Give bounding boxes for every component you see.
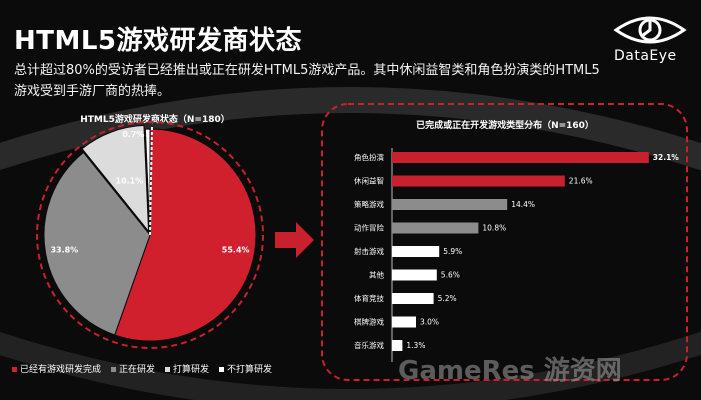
legend-label-2: 正在研发: [119, 365, 156, 375]
legend-swatch-1: [12, 367, 17, 372]
page-subtitle: 总计超过80%的受访者已经推出或正在研发HTML5游戏产品。其中休闲益智类和角色…: [14, 63, 600, 99]
bar-category-2: 休闲益智: [354, 176, 384, 186]
bar-value-label-1: 32.1%: [653, 153, 680, 162]
bar-value-label-3: 14.4%: [511, 200, 535, 209]
bar-value-label-4: 10.8%: [482, 224, 506, 233]
bar-category-1: 角色扮演: [354, 152, 384, 162]
pie-legend: 已经有游戏研发完成 正在研发 打算研发 不打算研发: [12, 362, 282, 375]
legend-item-3: 打算研发: [165, 365, 209, 375]
dataeye-logo-icon: [613, 16, 687, 44]
pie-chart-title: HTML5游戏研发商状态（N=180）: [80, 115, 230, 125]
pie-label-4: 0.7%: [122, 130, 144, 139]
watermark: GameRes 游资网: [398, 356, 622, 386]
bar-4: [392, 222, 479, 234]
bar-category-7: 体育竞技: [354, 293, 384, 303]
bar-category-8: 棋牌游戏: [354, 317, 384, 327]
bar-8: [392, 316, 416, 328]
bar-3: [392, 199, 508, 210]
bar-value-label-9: 1.3%: [406, 341, 425, 350]
page-title: HTML5游戏研发商状态: [14, 26, 303, 56]
bar-2: [392, 175, 565, 187]
legend-item-1: 已经有游戏研发完成: [12, 365, 101, 375]
legend-item-2: 正在研发: [111, 365, 155, 375]
pie-slice-4: [144, 128, 151, 236]
legend-swatch-2: [111, 367, 117, 372]
pie-slices: [43, 124, 257, 342]
pie-sliver-line: [149, 124, 153, 236]
pie-labels: 55.4% 33.8% 10.1% 0.7%: [50, 130, 249, 255]
bar-5: [392, 246, 440, 257]
pie-slice-3: [81, 124, 150, 233]
bar-value-label-7: 5.2%: [438, 294, 457, 303]
bar-category-9: 音乐游戏: [354, 340, 384, 350]
bar-value-label-8: 3.0%: [420, 318, 439, 327]
bars: 角色扮演 32.1% 休闲益智 21.6% 策略游戏 14.4% 动作冒险 10.8% 射击游戏…: [354, 152, 679, 351]
bar-value-label-2: 21.6%: [569, 177, 593, 186]
bar-1: [392, 152, 649, 163]
pie-label-2: 33.8%: [50, 246, 78, 255]
bar-chart-title: 已完成或正在开发游戏类型分布（N=160）: [416, 121, 594, 131]
bar-category-6: 其他: [369, 270, 384, 280]
arrow-icon: [275, 222, 314, 258]
pie-label-3: 10.1%: [116, 176, 144, 185]
pie-label-1: 55.4%: [222, 246, 250, 255]
bar-6: [392, 269, 437, 281]
legend-item-4: 不打算研发: [219, 365, 272, 375]
bar-category-5: 射击游戏: [354, 246, 384, 256]
logo-text: DataEye: [614, 48, 677, 64]
legend-label-1: 已经有游戏研发完成: [20, 365, 102, 375]
bar-category-3: 策略游戏: [354, 199, 384, 209]
pie-dashed-outline: [36, 121, 264, 349]
bar-value-label-6: 5.6%: [441, 271, 460, 280]
bar-9: [392, 340, 403, 351]
pie-slice-2: [43, 151, 151, 336]
legend-label-3: 打算研发: [173, 365, 210, 375]
bar-7: [392, 293, 434, 304]
bar-chart-dashed-box: [321, 103, 688, 381]
bar-value-label-5: 5.9%: [443, 247, 462, 256]
bar-category-4: 动作冒险: [354, 223, 384, 233]
legend-swatch-3: [165, 367, 171, 372]
legend-swatch-4: [219, 367, 225, 372]
legend-label-4: 不打算研发: [227, 365, 273, 375]
